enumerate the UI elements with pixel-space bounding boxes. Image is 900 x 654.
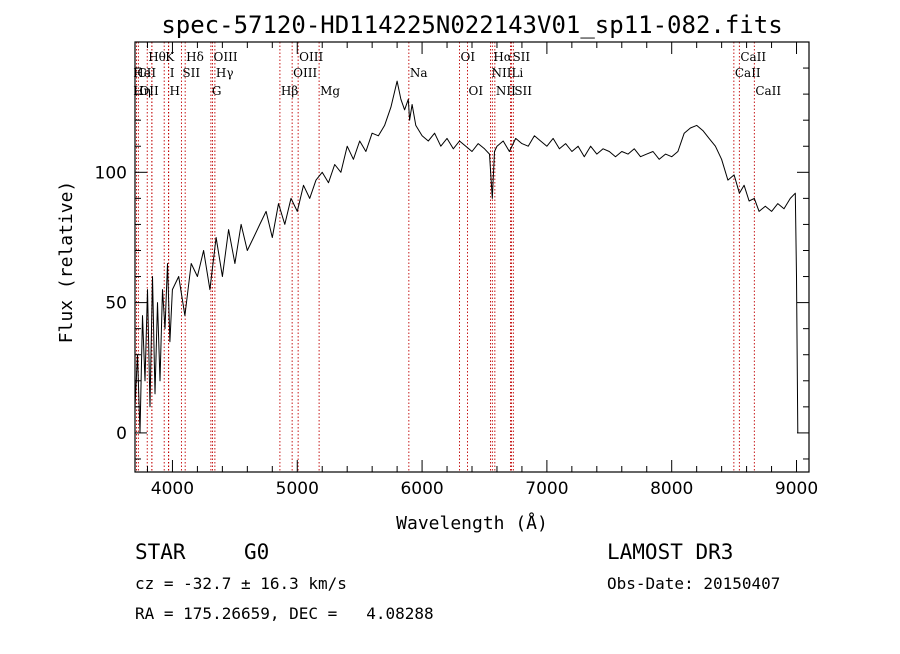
coordinates: RA = 175.26659, DEC = 4.08288 <box>135 604 434 623</box>
line-label-22: Hα <box>493 50 512 64</box>
line-label-2: Hθ <box>148 50 166 64</box>
x-axis-label: Wavelength (Å) <box>396 512 548 534</box>
line-label-16: Mg <box>320 84 340 98</box>
y-tick-label: 0 <box>116 424 127 444</box>
line-label-17: Na <box>410 66 428 80</box>
chart-title: spec-57120-HD114225N022143V01_sp11-082.f… <box>161 11 782 39</box>
axis-ticks: 4000 5000 6000 7000 8000 9000 0 50 100 <box>95 41 818 499</box>
flux-line <box>134 80 799 434</box>
line-label-12: G <box>212 84 222 98</box>
line-label-18: OI <box>461 50 476 64</box>
line-label-5: K <box>165 50 175 64</box>
line-label-0: CII <box>137 66 156 80</box>
redshift-value: cz = -32.7 ± 16.3 km/s <box>135 574 347 593</box>
line-label-7: I <box>170 66 175 80</box>
line-label-20: NII <box>491 66 511 80</box>
line-label-10: OIII <box>214 50 238 64</box>
x-tick-label: 6000 <box>400 479 443 499</box>
object-subclass: G0 <box>244 540 270 564</box>
line-label-19: OI <box>469 84 484 98</box>
y-tick-label: 100 <box>95 163 127 183</box>
x-tick-label: 8000 <box>650 479 693 499</box>
line-label-8: SII <box>182 66 200 80</box>
line-label-13: Hβ <box>281 84 298 98</box>
line-label-4: Hη <box>133 84 151 98</box>
y-tick-label: 50 <box>105 294 127 314</box>
spectrum-series <box>134 80 799 434</box>
survey-name: LAMOST DR3 <box>607 540 734 564</box>
obs-date: Obs-Date: 20150407 <box>607 574 781 593</box>
line-label-14: OIII <box>293 66 317 80</box>
line-label-15: OIII <box>299 50 323 64</box>
line-label-6: H <box>169 84 179 98</box>
line-label-21: NII <box>496 84 516 98</box>
x-tick-label: 9000 <box>775 479 818 499</box>
line-marks <box>136 42 755 472</box>
y-axis-label: Flux (relative) <box>56 181 77 344</box>
line-label-27: CaII <box>740 50 766 64</box>
line-label-3: He <box>133 66 151 80</box>
line-label-1: OII <box>139 84 159 98</box>
line-label-23: Li <box>511 66 523 80</box>
line-label-11: Hγ <box>216 66 234 80</box>
line-label-24: SII <box>512 50 530 64</box>
x-tick-label: 5000 <box>276 479 319 499</box>
line-label-25: SII <box>514 84 532 98</box>
line-label-28: CaII <box>755 84 781 98</box>
x-tick-label: 4000 <box>151 479 194 499</box>
line-label-26: CaII <box>735 66 761 80</box>
line-label-9: Hδ <box>186 50 204 64</box>
object-class: STAR <box>135 540 186 564</box>
x-tick-label: 7000 <box>525 479 568 499</box>
